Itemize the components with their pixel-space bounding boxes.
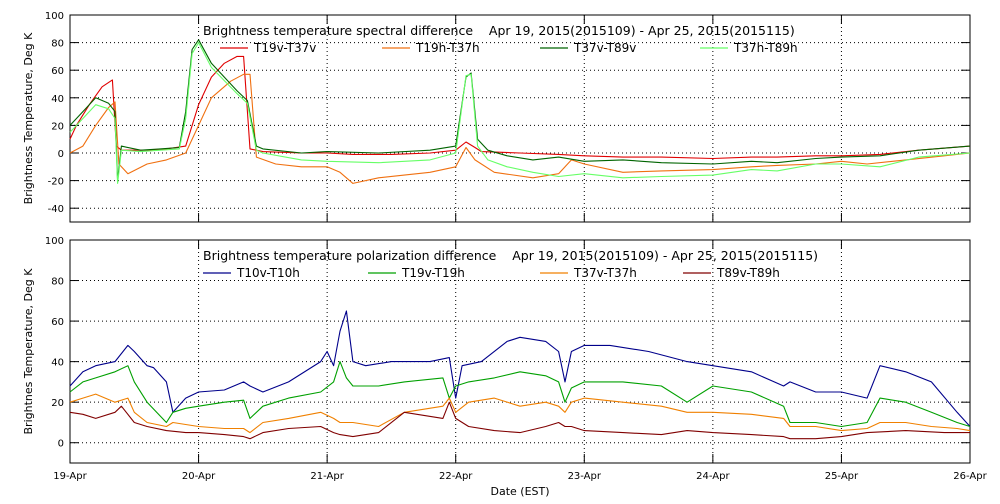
y-tick-label: -40 [48,204,64,215]
legend-label: T89v-T89h [716,266,780,280]
legend-label: T10v-T10h [236,266,300,280]
legend-label: T37v-T89v [573,41,636,55]
y-tick-label: 40 [51,358,64,369]
x-tick-label: 23-Apr [568,471,602,482]
x-tick-label: 24-Apr [696,471,730,482]
legend-label: T37h-T89h [733,41,798,55]
y-tick-label: 40 [51,94,64,105]
y-tick-label: 20 [51,398,64,409]
y-tick-label: 60 [51,317,64,328]
y-tick-label: -20 [48,177,64,188]
y-axis-label: Brightnes Temperature, Deg K [22,268,35,435]
x-tick-label: 26-Apr [953,471,987,482]
y-tick-label: 0 [58,439,64,450]
y-tick-label: 60 [51,66,64,77]
y-tick-label: 100 [45,11,64,22]
series-line-T10v-T10h [69,310,971,427]
panel-spectral-difference: -40 -20 0 20 40 60 80 100 Brightness Temperature… [22,11,971,223]
x-tick-label: 22-Apr [439,471,473,482]
plot-frame [69,239,971,464]
legend-label: T19h-T37h [415,41,480,55]
legend-label: T19v-T37v [253,41,316,55]
chart-title: Brightness temperature polarization diff… [203,248,818,263]
y-tick-label: 80 [51,39,64,50]
series-line-T19h-T37h [69,73,971,184]
series-line-T37v-T89v [69,39,971,182]
x-tick-label: 21-Apr [310,471,344,482]
y-axis-label: Brightness Temperature, Deg K [22,32,35,204]
panel-polarization-difference: 0 20 40 60 80 100 19-Apr 20-Apr 21-Apr 22-Apr 23-A… [22,236,988,482]
plot-frame [69,14,971,223]
series-line-T37h-T89h [69,42,971,184]
x-tick-label: 19-Apr [53,471,87,482]
legend-label: T37v-T37h [573,266,637,280]
legend-label: T19v-T19h [401,266,465,280]
y-tick-label: 0 [58,149,64,160]
x-axis-label: Date (EST) [490,485,549,498]
series-line-T89v-T89h [69,401,970,440]
x-tick-label: 25-Apr [825,471,859,482]
series-line-T19v-T19h [69,361,971,428]
series-line-T37v-T37h [69,393,971,434]
chart-title: Brightness temperature spectral differen… [203,23,795,38]
series-line-T19v-T37v [69,55,971,160]
y-tick-label: 80 [51,277,64,288]
y-tick-label: 20 [51,121,64,132]
y-tick-label: 100 [45,236,64,247]
x-tick-label: 20-Apr [182,471,216,482]
